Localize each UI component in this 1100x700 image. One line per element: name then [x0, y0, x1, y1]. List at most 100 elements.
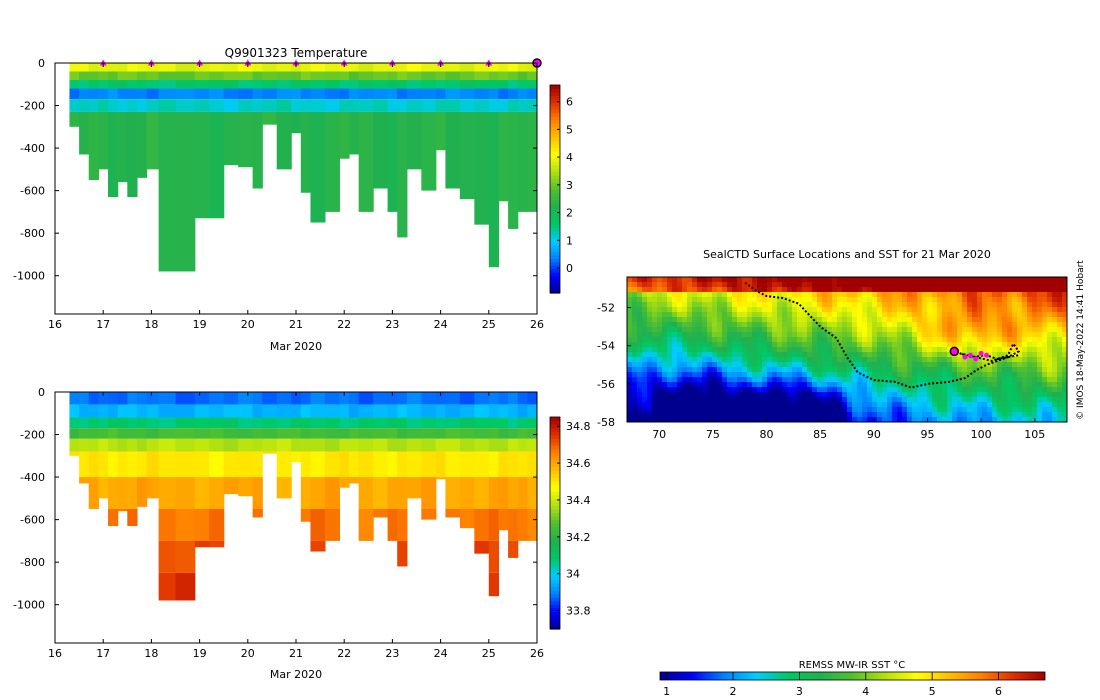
- sst-cell: [977, 392, 983, 398]
- sst-cell: [887, 302, 893, 308]
- sst-cell: [887, 277, 893, 283]
- sst-cell: [902, 347, 908, 353]
- sst-cell: [647, 282, 653, 288]
- sst-cell: [802, 347, 808, 353]
- section-cell: [262, 417, 278, 429]
- sst-cell: [737, 287, 743, 293]
- sst-cell: [877, 407, 883, 413]
- sst-cell: [642, 357, 648, 363]
- sst-cell: [1042, 357, 1048, 363]
- sst-cell: [727, 317, 733, 323]
- sst-cell: [732, 417, 738, 422]
- colorbar-cell: [550, 480, 560, 485]
- sst-cell: [887, 382, 893, 388]
- sst-cell: [1037, 387, 1043, 393]
- section-cell: [421, 80, 437, 89]
- sst-cell: [967, 412, 973, 418]
- sst-cell: [977, 277, 983, 283]
- section-cell: [88, 428, 99, 439]
- section-cell: [238, 63, 254, 72]
- sst-cell: [732, 282, 738, 288]
- sst-cell: [767, 397, 773, 403]
- sst-cell: [1042, 397, 1048, 403]
- sst-cell: [767, 312, 773, 318]
- sst-colorbar-tick-label: 5: [929, 685, 936, 698]
- sst-cell: [972, 297, 978, 303]
- sst-cell: [742, 337, 748, 343]
- sst-cell: [1027, 417, 1033, 422]
- colorbar-cell: [550, 508, 560, 513]
- colorbar-cell: [550, 459, 560, 464]
- sst-cell: [797, 417, 803, 422]
- sst-cell: [917, 407, 923, 413]
- sst-cell: [827, 387, 833, 393]
- sst-cell: [1022, 277, 1028, 283]
- sst-cell: [692, 317, 698, 323]
- colorbar-cell: [550, 593, 560, 598]
- sst-cell: [842, 332, 848, 338]
- sst-cell: [1052, 317, 1058, 323]
- sst-cell: [927, 352, 933, 358]
- sst-cell: [657, 357, 663, 363]
- section-cell: [406, 63, 422, 72]
- sst-cell: [682, 302, 688, 308]
- sst-cell: [897, 347, 903, 353]
- section-cell: [349, 477, 360, 484]
- sst-cell: [942, 392, 948, 398]
- sst-cell: [652, 292, 658, 298]
- sst-cell: [927, 382, 933, 388]
- sst-cell: [967, 337, 973, 343]
- sst-cell: [827, 307, 833, 313]
- sst-cell: [987, 307, 993, 313]
- section-cell: [358, 417, 374, 429]
- section-cell: [223, 99, 239, 112]
- sst-cell: [932, 352, 938, 358]
- sst-cell: [817, 302, 823, 308]
- sst-cell: [702, 347, 708, 353]
- map-profile-point: [967, 352, 973, 358]
- sst-cell: [1047, 282, 1053, 288]
- colorbar-cell: [550, 258, 560, 263]
- sst-cell: [802, 372, 808, 378]
- map-y-tick-label: -54: [597, 340, 615, 353]
- sst-cell: [647, 397, 653, 403]
- sst-cell: [742, 402, 748, 408]
- sst-cell: [757, 297, 763, 303]
- sst-cell: [717, 392, 723, 398]
- y-tick-label: -1000: [13, 270, 45, 283]
- sst-cell: [1027, 392, 1033, 398]
- sst-cell: [737, 352, 743, 358]
- sst-cell: [897, 307, 903, 313]
- colorbar-cell: [550, 597, 560, 602]
- section-cell: [459, 63, 475, 72]
- section-cell: [117, 417, 128, 429]
- sst-cell: [1032, 322, 1038, 328]
- sst-cell: [932, 302, 938, 308]
- sst-cell: [752, 417, 758, 422]
- sst-cell: [902, 352, 908, 358]
- sst-cell: [642, 392, 648, 398]
- sst-cell: [632, 412, 638, 418]
- sst-cell: [717, 367, 723, 373]
- sst-cell: [1017, 292, 1023, 298]
- sst-cell: [1002, 402, 1008, 408]
- sst-cell: [747, 327, 753, 333]
- sst-cell: [782, 277, 788, 283]
- sst-cell: [1022, 292, 1028, 298]
- section-cell: [127, 80, 138, 89]
- sst-cell: [1037, 392, 1043, 398]
- sst-cell: [832, 362, 838, 368]
- colorbar-cell: [550, 586, 560, 591]
- sst-cell: [882, 407, 888, 413]
- sst-cell: [817, 397, 823, 403]
- sst-cell: [927, 307, 933, 313]
- sst-cell: [902, 317, 908, 323]
- sst-cell: [782, 302, 788, 308]
- sst-cell: [692, 327, 698, 333]
- sst-cell: [797, 412, 803, 418]
- sst-cell: [872, 297, 878, 303]
- map-current-position: [949, 346, 960, 357]
- sst-cell: [852, 342, 858, 348]
- sst-cell: [967, 347, 973, 353]
- sst-cell: [927, 292, 933, 298]
